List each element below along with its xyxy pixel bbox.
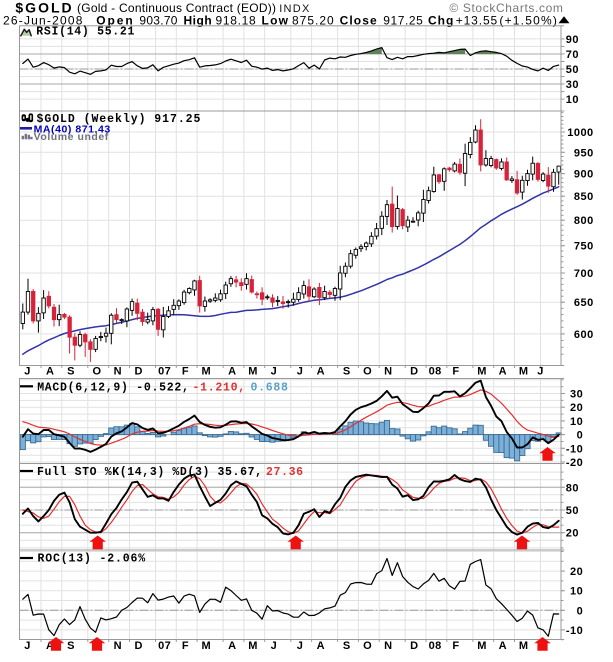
svg-text:Chg: Chg (428, 14, 454, 28)
svg-text:D: D (410, 366, 418, 378)
svg-text:S: S (67, 366, 75, 378)
svg-text:MACD(6,12,9) -0.522,: MACD(6,12,9) -0.522, (37, 382, 189, 395)
svg-text:750: 750 (574, 241, 594, 253)
svg-text:10: 10 (570, 416, 583, 428)
svg-text:900: 900 (574, 169, 594, 181)
svg-text:600: 600 (574, 329, 594, 341)
svg-text:A: A (46, 366, 54, 378)
svg-text:30: 30 (566, 79, 579, 91)
svg-text:M: M (248, 366, 257, 378)
svg-text:S: S (343, 640, 351, 652)
svg-text:0.688: 0.688 (251, 382, 289, 395)
svg-text:F: F (182, 640, 189, 652)
svg-text:-10: -10 (566, 443, 583, 455)
svg-text:D: D (410, 640, 418, 652)
svg-text:0: 0 (577, 430, 584, 442)
svg-text:07: 07 (158, 640, 171, 652)
svg-text:N: N (384, 640, 392, 652)
svg-text:M: M (477, 366, 486, 378)
svg-text:INDX: INDX (279, 3, 310, 15)
svg-text:MA(40) 871.43: MA(40) 871.43 (34, 123, 111, 135)
svg-text:10: 10 (566, 94, 579, 106)
svg-text:+13.55: +13.55 (456, 14, 498, 28)
svg-text:N: N (384, 366, 392, 378)
svg-text:20: 20 (566, 528, 579, 540)
svg-text:M: M (519, 640, 528, 652)
svg-text:800: 800 (574, 215, 594, 227)
svg-text:Full STO %K(14,3) %D(3) 35.67,: Full STO %K(14,3) %D(3) 35.67, (37, 466, 263, 479)
svg-text:O: O (363, 640, 372, 652)
svg-text:70: 70 (566, 49, 579, 61)
svg-text:-10: -10 (566, 625, 583, 637)
svg-text:50: 50 (566, 505, 579, 517)
svg-text:27.36: 27.36 (266, 466, 304, 479)
svg-text:20: 20 (570, 566, 583, 578)
svg-text:$GOLD: $GOLD (15, 0, 73, 16)
svg-text:A: A (228, 366, 236, 378)
svg-text:M: M (248, 640, 257, 652)
svg-text:08: 08 (429, 640, 442, 652)
svg-text:-1.210,: -1.210, (193, 382, 246, 395)
svg-text:(+1.50%): (+1.50%) (499, 14, 558, 28)
svg-text:A: A (317, 640, 325, 652)
svg-text:A: A (317, 366, 325, 378)
svg-text:S: S (67, 640, 75, 652)
svg-text:S: S (343, 366, 351, 378)
svg-text:(Gold - Continuous Contract (E: (Gold - Continuous Contract (EOD)) (77, 1, 276, 15)
svg-text:N: N (114, 366, 122, 378)
svg-text:A: A (228, 640, 236, 652)
svg-text:Volume undef: Volume undef (34, 131, 109, 143)
svg-text:J: J (271, 640, 277, 652)
svg-text:90: 90 (566, 34, 579, 46)
svg-text:Low: Low (262, 14, 290, 28)
svg-text:950: 950 (574, 147, 594, 159)
svg-text:F: F (452, 366, 459, 378)
svg-text:875.20: 875.20 (292, 14, 335, 28)
svg-text:1000: 1000 (567, 127, 593, 139)
svg-text:A: A (46, 640, 54, 652)
svg-text:M: M (201, 640, 210, 652)
svg-text:J: J (24, 640, 30, 652)
svg-text:A: A (499, 640, 507, 652)
svg-text:08: 08 (429, 366, 442, 378)
svg-text:650: 650 (574, 297, 594, 309)
svg-text:80: 80 (566, 482, 579, 494)
svg-text:High: High (184, 14, 213, 28)
svg-text:F: F (452, 640, 459, 652)
svg-text:Open: Open (96, 14, 134, 28)
svg-text:10: 10 (570, 586, 583, 598)
svg-text:20: 20 (570, 402, 583, 414)
svg-text:850: 850 (574, 191, 594, 203)
svg-text:D: D (134, 640, 142, 652)
svg-text:J: J (271, 366, 277, 378)
svg-text:J: J (24, 366, 30, 378)
svg-text:Close: Close (340, 14, 378, 28)
svg-text:J: J (537, 366, 543, 378)
svg-text:30: 30 (570, 389, 583, 401)
svg-text:918.18: 918.18 (216, 14, 257, 28)
svg-text:O: O (92, 366, 101, 378)
svg-text:© StockCharts.com: © StockCharts.com (449, 1, 563, 15)
svg-text:J: J (297, 640, 303, 652)
svg-text:M: M (201, 366, 210, 378)
svg-text:50: 50 (566, 64, 579, 76)
svg-text:903.70: 903.70 (139, 14, 177, 28)
svg-text:A: A (499, 366, 507, 378)
svg-text:D: D (134, 366, 142, 378)
svg-text:$GOLD (Weekly) 917.25: $GOLD (Weekly) 917.25 (37, 113, 202, 126)
svg-text:07: 07 (158, 366, 171, 378)
svg-text:-20: -20 (566, 457, 583, 469)
svg-text:RSI(14) 55.21: RSI(14) 55.21 (36, 26, 135, 39)
svg-text:ROC(13) -2.06%: ROC(13) -2.06% (38, 553, 147, 566)
svg-text:J: J (297, 366, 303, 378)
svg-text:M: M (519, 366, 528, 378)
svg-text:M: M (477, 640, 486, 652)
svg-text:N: N (114, 640, 122, 652)
svg-text:0: 0 (577, 605, 584, 617)
svg-text:26-Jun-2008: 26-Jun-2008 (3, 14, 84, 28)
svg-text:700: 700 (574, 268, 594, 280)
svg-text:O: O (363, 366, 372, 378)
svg-text:F: F (182, 366, 189, 378)
svg-text:917.25: 917.25 (383, 14, 423, 28)
